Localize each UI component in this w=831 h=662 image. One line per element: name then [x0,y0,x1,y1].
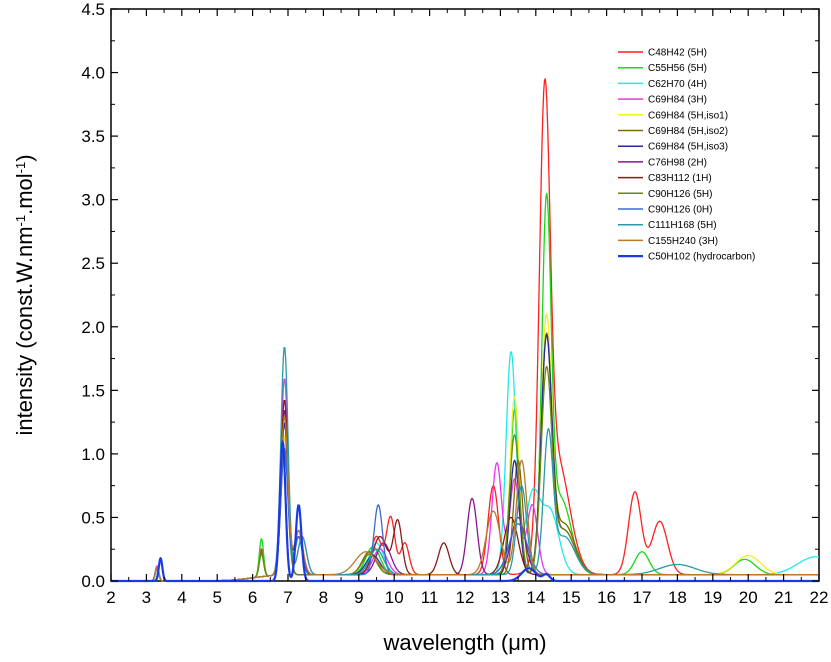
legend-label-6: C69H84 (5H,iso3) [648,142,728,153]
x-tick-label-22: 22 [810,588,829,607]
y-tick-label-4.0: 4.0 [81,64,105,83]
legend-label-10: C90H126 (0H) [648,205,712,216]
x-tick-label-21: 21 [774,588,793,607]
x-tick-label-19: 19 [703,588,722,607]
x-tick-label-18: 18 [668,588,687,607]
x-tick-label-20: 20 [739,588,758,607]
ticks-layer: 2 3 4 5 6 7 8 9 10 11 12 13 14 15 16 17 18 19 20 21 22 0.0 0.5… [81,0,828,607]
y-tick-label-1.5: 1.5 [81,381,105,400]
x-tick-label-16: 16 [597,588,616,607]
legend: C48H42 (5H) C55H56 (5H) C62H70 (4H) C69H84 … [618,48,755,263]
x-tick-label-12: 12 [456,588,475,607]
y-tick-label-1.0: 1.0 [81,445,105,464]
x-tick-label-9: 9 [354,588,363,607]
legend-label-1: C55H56 (5H) [648,63,707,74]
y-tick-label-0.5: 0.5 [81,508,105,527]
legend-label-4: C69H84 (5H,iso1) [648,110,728,121]
y-axis-label: intensity (const.W.nm-1.mol-1) [12,154,37,435]
legend-label-11: C111H168 (5H) [648,220,717,231]
x-tick-label-8: 8 [319,588,328,607]
legend-label-13: C50H102 (hydrocarbon) [648,252,755,263]
x-tick-label-14: 14 [526,588,545,607]
y-tick-label-2.0: 2.0 [81,318,105,337]
x-tick-label-6: 6 [248,588,257,607]
legend-label-5: C69H84 (5H,iso2) [648,126,728,137]
x-tick-label-17: 17 [633,588,652,607]
legend-label-3: C69H84 (3H) [648,95,707,106]
y-tick-label-0.0: 0.0 [81,572,105,591]
y-tick-label-4.5: 4.5 [81,0,105,19]
legend-label-7: C76H98 (2H) [648,157,707,168]
x-tick-label-11: 11 [421,588,439,607]
x-tick-label-5: 5 [212,588,221,607]
legend-label-9: C90H126 (5H) [648,189,712,200]
legend-label-8: C83H112 (1H) [648,173,712,184]
x-tick-label-10: 10 [385,588,404,607]
legend-label-12: C155H240 (3H) [648,236,718,247]
x-tick-label-3: 3 [142,588,151,607]
x-tick-label-4: 4 [177,588,186,607]
x-tick-label-15: 15 [562,588,581,607]
legend-label-0: C48H42 (5H) [648,48,707,59]
y-tick-label-3.0: 3.0 [81,191,105,210]
y-tick-label-3.5: 3.5 [81,127,105,146]
x-axis-label: wavelength (μm) [382,630,546,655]
x-tick-label-2: 2 [106,588,115,607]
x-tick-label-7: 7 [283,588,292,607]
y-tick-label-2.5: 2.5 [81,254,105,273]
x-tick-label-13: 13 [491,588,510,607]
legend-label-2: C62H70 (4H) [648,79,707,90]
